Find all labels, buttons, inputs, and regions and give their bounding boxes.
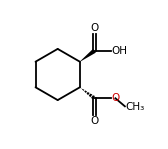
Text: CH₃: CH₃ bbox=[125, 102, 145, 112]
Text: OH: OH bbox=[112, 46, 128, 56]
Polygon shape bbox=[89, 94, 92, 97]
Polygon shape bbox=[80, 49, 96, 62]
Polygon shape bbox=[91, 95, 95, 99]
Polygon shape bbox=[87, 92, 90, 95]
Polygon shape bbox=[84, 90, 87, 93]
Text: O: O bbox=[112, 93, 120, 103]
Text: O: O bbox=[90, 23, 99, 33]
Polygon shape bbox=[80, 87, 82, 89]
Polygon shape bbox=[82, 89, 84, 91]
Text: O: O bbox=[90, 116, 99, 126]
